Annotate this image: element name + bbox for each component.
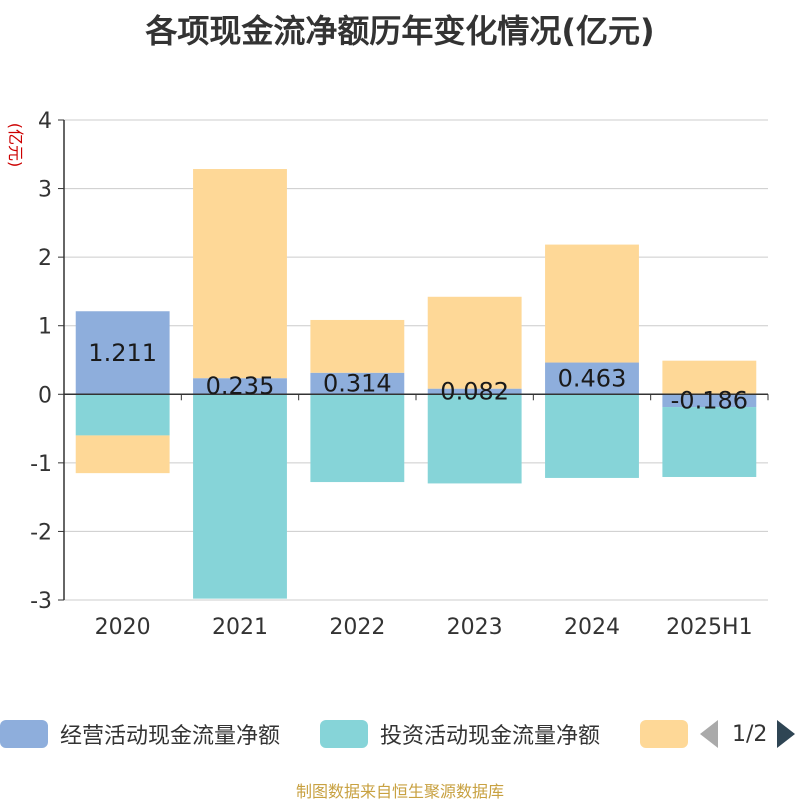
data-label-2020: 1.211 bbox=[88, 339, 157, 367]
bar-operating-2024[interactable] bbox=[545, 362, 639, 395]
x-tick-label: 2025H1 bbox=[666, 615, 753, 640]
bar-investing-2025H1[interactable] bbox=[662, 407, 757, 477]
bar-operating-2023[interactable] bbox=[427, 388, 522, 395]
y-tick-label: 3 bbox=[38, 178, 52, 203]
pager-text: 1/2 bbox=[732, 721, 768, 747]
bar-investing-2023[interactable] bbox=[427, 394, 522, 484]
bar-financing-2024[interactable] bbox=[545, 244, 639, 363]
y-tick-label: -3 bbox=[30, 589, 52, 614]
y-tick-label: 0 bbox=[38, 383, 52, 408]
legend-label-investing: 投资活动现金流量净额 bbox=[380, 724, 601, 749]
bar-operating-2022[interactable] bbox=[310, 372, 405, 395]
x-tick-label: 2020 bbox=[95, 615, 151, 640]
y-tick-label: -1 bbox=[30, 452, 52, 477]
legend-swatch-operating bbox=[0, 720, 48, 748]
bar-financing-2022[interactable] bbox=[310, 319, 405, 373]
legend-item-operating[interactable]: 经营活动现金流量净额 bbox=[0, 718, 280, 750]
legend-pager: 1/2 bbox=[700, 718, 796, 750]
bar-operating-2021[interactable] bbox=[193, 378, 287, 395]
data-label-2022: 0.314 bbox=[323, 370, 392, 398]
bar-operating-2020[interactable] bbox=[75, 311, 170, 395]
y-axis-label: (亿元) bbox=[6, 123, 25, 168]
bar-investing-2020[interactable] bbox=[75, 394, 170, 436]
x-tick-label: 2022 bbox=[329, 615, 385, 640]
legend-swatch-investing bbox=[320, 720, 368, 748]
bar-investing-2024[interactable] bbox=[545, 394, 639, 478]
bar-financing-2021[interactable] bbox=[193, 169, 287, 379]
x-tick-label: 2021 bbox=[212, 615, 268, 640]
source-note: 制图数据来自恒生聚源数据库 bbox=[295, 782, 504, 801]
pager-next-icon[interactable] bbox=[777, 720, 796, 748]
legend-item-investing[interactable]: 投资活动现金流量净额 bbox=[320, 718, 600, 750]
x-tick-label: 2023 bbox=[447, 615, 503, 640]
chart-title: 各项现金流净额历年变化情况(亿元) bbox=[145, 12, 655, 50]
legend-swatch-financing bbox=[640, 720, 688, 748]
bar-investing-2021[interactable] bbox=[193, 394, 287, 599]
data-label-2024: 0.463 bbox=[558, 364, 627, 392]
data-label-2023: 0.082 bbox=[440, 377, 509, 405]
pager-prev-icon[interactable] bbox=[700, 720, 718, 748]
y-tick-label: 2 bbox=[38, 246, 52, 271]
y-tick-label: 1 bbox=[38, 315, 52, 340]
x-tick-label: 2024 bbox=[564, 615, 620, 640]
legend-item-financing[interactable] bbox=[640, 718, 688, 750]
bar-financing-2020[interactable] bbox=[75, 435, 170, 474]
bar-operating-2025H1[interactable] bbox=[662, 394, 757, 408]
bar-investing-2022[interactable] bbox=[310, 394, 405, 483]
bar-financing-2023[interactable] bbox=[427, 296, 522, 389]
bar-financing-2025H1[interactable] bbox=[662, 360, 757, 395]
data-label-2025H1: -0.186 bbox=[671, 387, 748, 415]
y-tick-label: -2 bbox=[30, 520, 52, 545]
y-tick-label: 4 bbox=[38, 109, 52, 134]
legend-label-operating: 经营活动现金流量净额 bbox=[60, 724, 281, 749]
data-label-2021: 0.235 bbox=[206, 372, 275, 400]
